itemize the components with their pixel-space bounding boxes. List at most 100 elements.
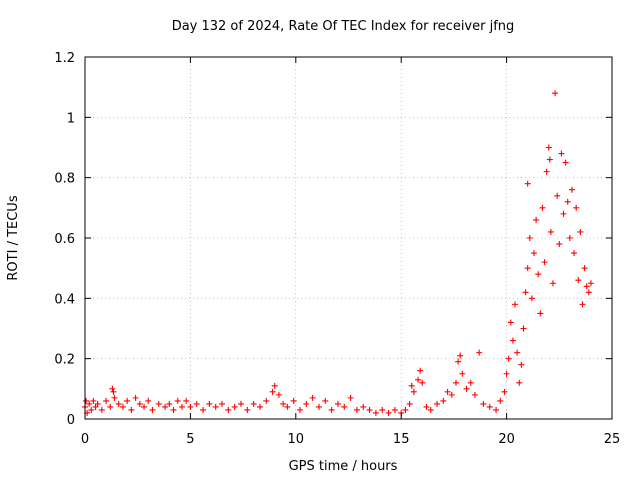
data-point bbox=[402, 406, 409, 413]
data-point bbox=[406, 400, 413, 407]
data-point bbox=[408, 382, 415, 389]
data-point bbox=[554, 192, 561, 199]
data-point bbox=[162, 403, 169, 410]
data-point bbox=[103, 397, 110, 404]
data-point bbox=[560, 210, 567, 217]
plot-frame bbox=[84, 56, 613, 420]
y-tick-label: 0.4 bbox=[54, 292, 75, 307]
data-point bbox=[385, 409, 392, 416]
data-point bbox=[543, 168, 550, 175]
data-point bbox=[391, 406, 398, 413]
data-point bbox=[573, 204, 580, 211]
data-point bbox=[417, 367, 424, 374]
data-point bbox=[119, 403, 126, 410]
data-point bbox=[476, 349, 483, 356]
data-point bbox=[193, 400, 200, 407]
x-tick-label: 15 bbox=[393, 432, 410, 447]
data-point bbox=[269, 388, 276, 395]
data-point bbox=[505, 355, 512, 362]
data-point bbox=[501, 388, 508, 395]
data-point bbox=[440, 397, 447, 404]
data-point bbox=[575, 277, 582, 284]
data-point bbox=[94, 400, 101, 407]
data-point bbox=[571, 250, 578, 257]
data-point bbox=[315, 403, 322, 410]
data-point bbox=[455, 358, 462, 365]
data-point bbox=[372, 409, 379, 416]
data-point bbox=[90, 397, 97, 404]
x-tick-label: 5 bbox=[186, 432, 194, 447]
y-tick-label: 0.8 bbox=[54, 172, 75, 187]
data-point bbox=[583, 283, 590, 290]
data-point bbox=[187, 403, 194, 410]
data-point bbox=[512, 301, 519, 308]
data-point bbox=[579, 301, 586, 308]
data-point bbox=[537, 310, 544, 317]
data-point bbox=[516, 379, 523, 386]
data-point bbox=[341, 403, 348, 410]
data-point bbox=[467, 379, 474, 386]
data-point bbox=[419, 379, 426, 386]
data-point bbox=[155, 400, 162, 407]
data-point bbox=[280, 400, 287, 407]
data-point bbox=[225, 406, 232, 413]
y-axis-label: ROTI / TECUs bbox=[6, 195, 21, 280]
data-point bbox=[434, 400, 441, 407]
data-point bbox=[535, 271, 542, 278]
data-point bbox=[174, 397, 181, 404]
data-point bbox=[263, 397, 270, 404]
data-point bbox=[526, 235, 533, 241]
data-point bbox=[334, 400, 341, 407]
y-tick-label: 0.6 bbox=[54, 232, 75, 247]
data-point bbox=[539, 204, 546, 211]
data-point bbox=[463, 385, 470, 392]
data-point bbox=[231, 403, 238, 410]
data-point bbox=[545, 144, 552, 151]
data-point bbox=[83, 397, 90, 404]
data-point bbox=[110, 388, 117, 395]
y-tick-label: 0 bbox=[67, 413, 75, 428]
data-point bbox=[88, 406, 95, 413]
data-point bbox=[360, 403, 367, 410]
data-point bbox=[564, 198, 571, 205]
axis-ticks: 0 5 10 15 20 25 0 0.2 0.4 0.6 0.8 1 1.2 bbox=[54, 51, 620, 447]
data-point bbox=[520, 325, 527, 332]
data-point bbox=[518, 361, 525, 368]
data-point bbox=[128, 406, 135, 413]
data-point bbox=[284, 403, 291, 410]
data-point bbox=[410, 388, 417, 395]
data-point bbox=[366, 406, 373, 413]
data-point bbox=[141, 403, 148, 410]
x-tick-label: 10 bbox=[288, 432, 305, 447]
data-point bbox=[219, 400, 226, 407]
data-point bbox=[423, 403, 430, 410]
chart-title: Day 132 of 2024, Rate Of TEC Index for r… bbox=[172, 19, 515, 34]
data-point bbox=[297, 406, 304, 413]
data-point bbox=[507, 319, 514, 326]
data-point bbox=[347, 394, 354, 401]
x-axis-label: GPS time / hours bbox=[289, 459, 398, 474]
data-point bbox=[256, 403, 263, 410]
data-point bbox=[149, 406, 156, 413]
data-point bbox=[509, 337, 516, 344]
data-point bbox=[322, 397, 329, 404]
data-point bbox=[212, 403, 219, 410]
data-point bbox=[107, 403, 114, 410]
data-point bbox=[271, 382, 278, 389]
data-point bbox=[415, 376, 422, 383]
data-point bbox=[493, 406, 500, 413]
data-point bbox=[568, 186, 575, 193]
data-point bbox=[577, 228, 584, 235]
y-tick-label: 0.2 bbox=[54, 353, 75, 368]
data-point bbox=[547, 228, 554, 235]
data-point bbox=[275, 391, 282, 398]
data-point bbox=[541, 259, 548, 266]
x-tick-label: 0 bbox=[81, 432, 89, 447]
data-point bbox=[524, 265, 531, 272]
data-point bbox=[444, 388, 451, 395]
data-point bbox=[328, 406, 335, 413]
data-point bbox=[109, 385, 116, 392]
y-tick-label: 1 bbox=[67, 111, 75, 126]
